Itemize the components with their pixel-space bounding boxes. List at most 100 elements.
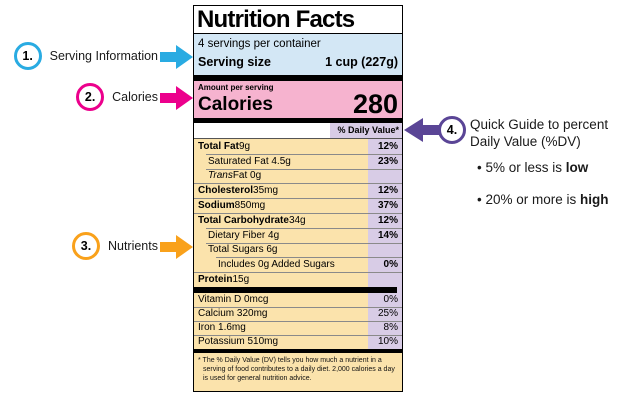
daily-value-cell: 14%	[368, 227, 402, 243]
vitamin-row: Vitamin D 0mcg 0%	[194, 292, 402, 307]
vitamin-rows: Vitamin D 0mcg 0% Calcium 320mg 25% Iron 1.6…	[194, 292, 402, 349]
daily-value-cell: 10%	[368, 334, 402, 349]
label-title: Nutrition Facts	[194, 6, 402, 34]
nutrient-row: Total Carbohydrate 34g 12%	[194, 212, 402, 228]
daily-value-cell: 0%	[368, 257, 402, 273]
nutrient-name: Protein 15g	[194, 272, 368, 287]
daily-value-cell: 12%	[368, 183, 402, 199]
callout-3-number-badge: 3.	[71, 232, 100, 260]
arrow-right-icon	[160, 86, 193, 110]
divider-bar	[194, 118, 402, 123]
row-separator	[194, 334, 402, 336]
nutrient-row: Cholesterol 35mg 12%	[194, 183, 402, 199]
amount-per-serving: Amount per serving	[198, 83, 274, 92]
vitamin-row: Potassium 510mg 10%	[194, 334, 402, 349]
nutrient-row: Saturated Fat 4.5g 23%	[194, 153, 402, 169]
nutrient-name: Saturated Fat 4.5g	[194, 153, 368, 169]
nutrient-name: Sodium 850mg	[194, 198, 368, 213]
nutrient-name: Total Fat 9g	[194, 139, 368, 154]
nutrient-name: Total Carbohydrate 34g	[194, 212, 368, 228]
callout-calories: 2. Calories	[0, 82, 158, 112]
row-separator	[194, 306, 402, 308]
row-separator	[194, 272, 402, 274]
serving-size-value: 1 cup (227g)	[325, 55, 398, 69]
callout-3-label: Nutrients	[107, 239, 158, 253]
nutrient-row: Dietary Fiber 4g 14%	[194, 227, 402, 243]
callout-2-number: 2.	[84, 90, 96, 104]
vitamin-name: Calcium 320mg	[194, 306, 368, 321]
nutrient-name: Cholesterol 35mg	[194, 183, 368, 199]
nutrient-row: Total Fat 9g 12%	[194, 139, 402, 154]
daily-value-cell: 8%	[368, 320, 402, 335]
bullet-text: • 5% or less is	[477, 160, 566, 175]
row-separator	[206, 168, 402, 170]
row-separator	[206, 242, 402, 244]
callout-4-label: Quick Guide to percent Daily Value (%DV)	[470, 116, 620, 150]
nutrition-label: Nutrition Facts 4 servings per container…	[193, 5, 403, 392]
callout-4-number: 4.	[446, 123, 458, 137]
callout-1-number-badge: 1.	[13, 42, 42, 70]
divider-bar-purple-sliver	[397, 286, 402, 293]
bullet-text: • 20% or more is	[477, 192, 581, 207]
callout-4-label-line1: Quick Guide to percent	[470, 117, 609, 132]
callout-daily-value: 4.	[438, 115, 468, 145]
daily-value-cell: 0%	[368, 292, 402, 307]
divider-bar	[194, 286, 402, 293]
daily-value-header: % Daily Value*	[330, 123, 402, 138]
vitamin-row: Calcium 320mg 25%	[194, 306, 402, 321]
row-separator	[194, 198, 402, 200]
bullet-bold-word: low	[565, 160, 589, 175]
nutrient-row: Trans Fat 0g	[194, 168, 402, 184]
arrow-left-icon	[404, 118, 442, 142]
nutrient-name: Total Sugars 6g	[194, 242, 368, 258]
nutrient-name: Includes 0g Added Sugars	[194, 257, 368, 273]
daily-value-cell: 12%	[368, 139, 402, 154]
footnote: * The % Daily Value (DV) tells you how m…	[194, 352, 402, 391]
daily-value-cell	[368, 242, 402, 258]
arrow-right-icon	[160, 235, 193, 259]
nutrient-name: Dietary Fiber 4g	[194, 227, 368, 243]
nutrient-row: Includes 0g Added Sugars 0%	[194, 257, 402, 273]
row-separator	[194, 212, 402, 214]
dv-guide-bullet-low: • 5% or less is low	[477, 160, 624, 175]
callout-nutrients: 3. Nutrients	[0, 231, 158, 261]
row-separator	[206, 153, 402, 155]
callout-4-label-line2: Daily Value (%DV)	[470, 134, 581, 149]
calories-section: Amount per serving Calories 280	[194, 81, 402, 118]
daily-value-cell: 12%	[368, 212, 402, 228]
callout-2-number-badge: 2.	[76, 83, 105, 111]
vitamin-row: Iron 1.6mg 8%	[194, 320, 402, 335]
serving-size-label: Serving size	[198, 55, 271, 69]
calories-value: 280	[352, 89, 398, 119]
servings-per-container: 4 servings per container	[198, 38, 321, 50]
callout-4-number-badge: 4.	[438, 116, 466, 144]
vitamin-name: Iron 1.6mg	[194, 320, 368, 335]
callout-3-number: 3.	[80, 239, 92, 253]
daily-value-cell: 25%	[368, 306, 402, 321]
row-separator	[206, 227, 402, 229]
divider-bar-black	[194, 286, 397, 293]
nutrient-name: Trans Fat 0g	[194, 168, 368, 184]
daily-value-cell: 23%	[368, 153, 402, 169]
nutrient-row: Protein 15g	[194, 272, 402, 287]
divider-bar	[194, 348, 402, 353]
serving-section: 4 servings per container Serving size 1 …	[194, 34, 402, 75]
row-separator	[216, 257, 402, 259]
row-separator	[194, 320, 402, 322]
daily-value-cell	[368, 168, 402, 184]
vitamin-name: Potassium 510mg	[194, 334, 368, 349]
row-separator	[194, 183, 402, 185]
callout-1-label: Serving Information	[49, 49, 158, 63]
nutrient-row: Total Sugars 6g	[194, 242, 402, 258]
dv-guide-bullet-high: • 20% or more is high	[477, 192, 624, 207]
calories-label: Calories	[198, 94, 273, 115]
nutrient-rows: Total Fat 9g 12% Saturated Fat 4.5g 23% Tran…	[194, 139, 402, 287]
daily-value-cell	[368, 272, 402, 287]
arrow-right-icon	[160, 45, 193, 69]
callout-serving-information: 1. Serving Information	[0, 41, 158, 71]
daily-value-cell: 37%	[368, 198, 402, 213]
callout-1-number: 1.	[22, 49, 33, 63]
daily-value-header-row: % Daily Value*	[194, 123, 402, 139]
bullet-bold-word: high	[580, 192, 609, 207]
